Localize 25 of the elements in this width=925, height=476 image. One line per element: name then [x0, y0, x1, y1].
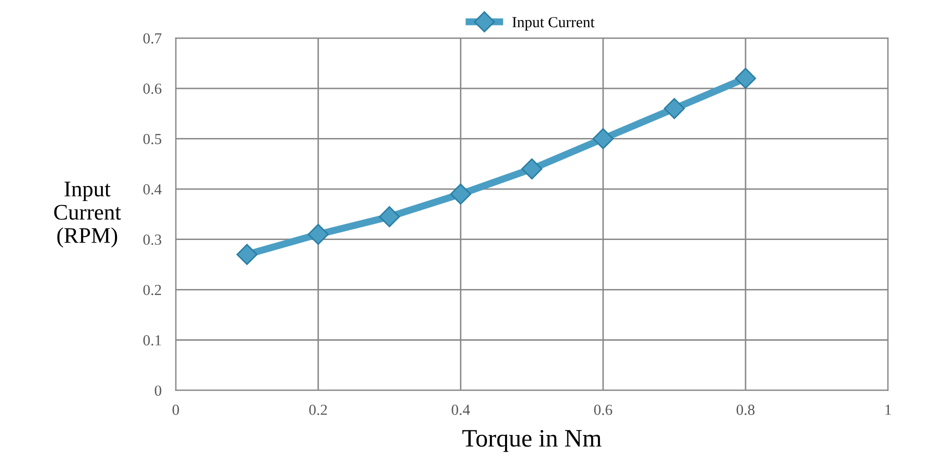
y-tick-label: 0.7	[143, 33, 162, 44]
point	[735, 68, 756, 89]
point	[236, 244, 258, 265]
point	[664, 98, 685, 120]
point	[378, 206, 400, 228]
y-tick-label: 0	[154, 385, 162, 396]
point	[308, 224, 329, 245]
x-axis-title: Torque in Nm	[462, 430, 602, 452]
point	[450, 184, 472, 205]
x-tick-label: 0.8	[736, 404, 755, 416]
y-tick-label: 0.5	[143, 134, 162, 144]
y-tick-label: 0.1	[143, 335, 161, 346]
legend-label: Input Current	[512, 17, 595, 30]
y-tick-label: 0.3	[143, 234, 162, 245]
x-tick-label: 0.4	[452, 404, 470, 416]
x-tick-label: 0	[172, 404, 179, 415]
y-axis-title: Input Current (RPM)	[54, 182, 122, 248]
y-tick-label: 0.2	[143, 284, 162, 296]
x-tick-label: 0.2	[309, 404, 327, 416]
y-tick-label: 0.4	[143, 184, 162, 195]
y-tick-label: 0.6	[143, 84, 162, 94]
point	[521, 158, 542, 180]
x-tick-label: 1	[886, 404, 891, 415]
point	[592, 128, 614, 150]
x-tick-label: 0.6	[594, 404, 612, 416]
